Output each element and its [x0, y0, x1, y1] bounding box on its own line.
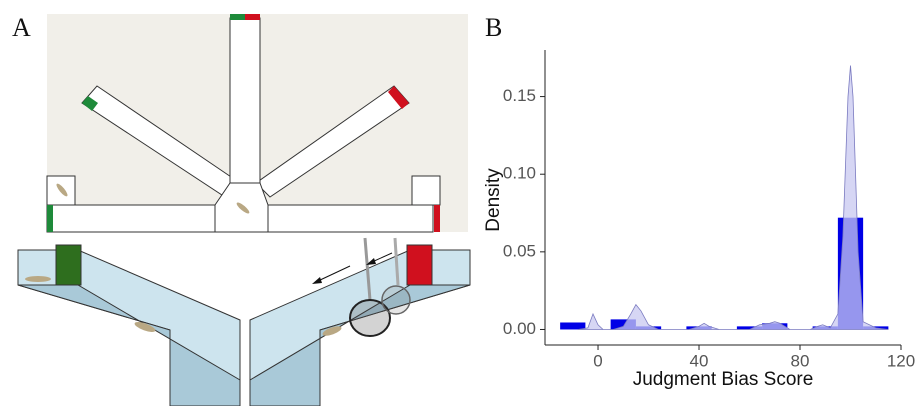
net [382, 286, 410, 314]
red-marker [434, 205, 440, 232]
green-door [56, 245, 81, 285]
y-tick-label: 0.10 [503, 164, 536, 183]
y-tick-label: 0.05 [503, 241, 536, 260]
x-tick-label: 120 [887, 351, 915, 370]
x-tick-label: 0 [593, 351, 602, 370]
y-tick-label: 0.15 [503, 86, 536, 105]
figure: A B Judgment Bias Score Density 0.00 0.05… [0, 0, 918, 406]
y-axis-title: Density [483, 168, 504, 232]
green-marker [47, 205, 53, 232]
red-door [407, 245, 432, 285]
arrow-head [312, 277, 322, 284]
green-marker [230, 14, 245, 20]
bar [560, 322, 585, 329]
red-marker [245, 14, 260, 20]
y-tick-label: 0.00 [503, 319, 536, 338]
maze-diagram [18, 14, 470, 406]
right-box [412, 176, 440, 205]
density-curve [578, 66, 889, 330]
x-tick-label: 80 [791, 351, 810, 370]
x-axis-title: Judgment Bias Score [633, 369, 814, 390]
x-tick-label: 40 [690, 351, 709, 370]
center-arm [230, 18, 260, 183]
panel-label: B [485, 13, 502, 42]
fish [25, 276, 51, 282]
panel-label: A [12, 13, 31, 42]
